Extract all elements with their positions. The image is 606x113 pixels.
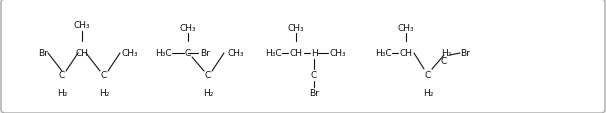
Text: C: C bbox=[101, 71, 107, 80]
Text: CH: CH bbox=[76, 49, 88, 58]
Text: H₃C: H₃C bbox=[375, 49, 392, 58]
Text: H₂: H₂ bbox=[57, 89, 67, 98]
Text: H₂: H₂ bbox=[99, 89, 109, 98]
Text: CH₃: CH₃ bbox=[74, 21, 90, 30]
Text: H: H bbox=[311, 49, 318, 58]
Text: H₂: H₂ bbox=[441, 49, 451, 58]
Text: H₂: H₂ bbox=[203, 89, 213, 98]
Text: CH₃: CH₃ bbox=[122, 49, 139, 58]
Text: Br: Br bbox=[200, 49, 210, 58]
Text: CH: CH bbox=[290, 49, 302, 58]
Text: C: C bbox=[311, 71, 317, 80]
Text: CH₃: CH₃ bbox=[330, 49, 347, 58]
Text: Br: Br bbox=[309, 89, 319, 98]
Text: CH₃: CH₃ bbox=[288, 24, 304, 33]
Text: CH₃: CH₃ bbox=[228, 49, 245, 58]
Text: H₃C: H₃C bbox=[155, 49, 172, 58]
Text: CH₃: CH₃ bbox=[180, 24, 196, 33]
Text: C: C bbox=[185, 49, 191, 58]
Text: C: C bbox=[205, 71, 211, 80]
Text: Br: Br bbox=[38, 49, 48, 58]
Text: C: C bbox=[425, 71, 431, 80]
Text: H₃C: H₃C bbox=[265, 49, 282, 58]
Text: CH₃: CH₃ bbox=[398, 24, 415, 33]
Text: C: C bbox=[441, 57, 447, 66]
Text: H₂: H₂ bbox=[423, 89, 433, 98]
Text: Br: Br bbox=[460, 49, 470, 58]
Text: C: C bbox=[59, 71, 65, 80]
Text: CH: CH bbox=[399, 49, 413, 58]
